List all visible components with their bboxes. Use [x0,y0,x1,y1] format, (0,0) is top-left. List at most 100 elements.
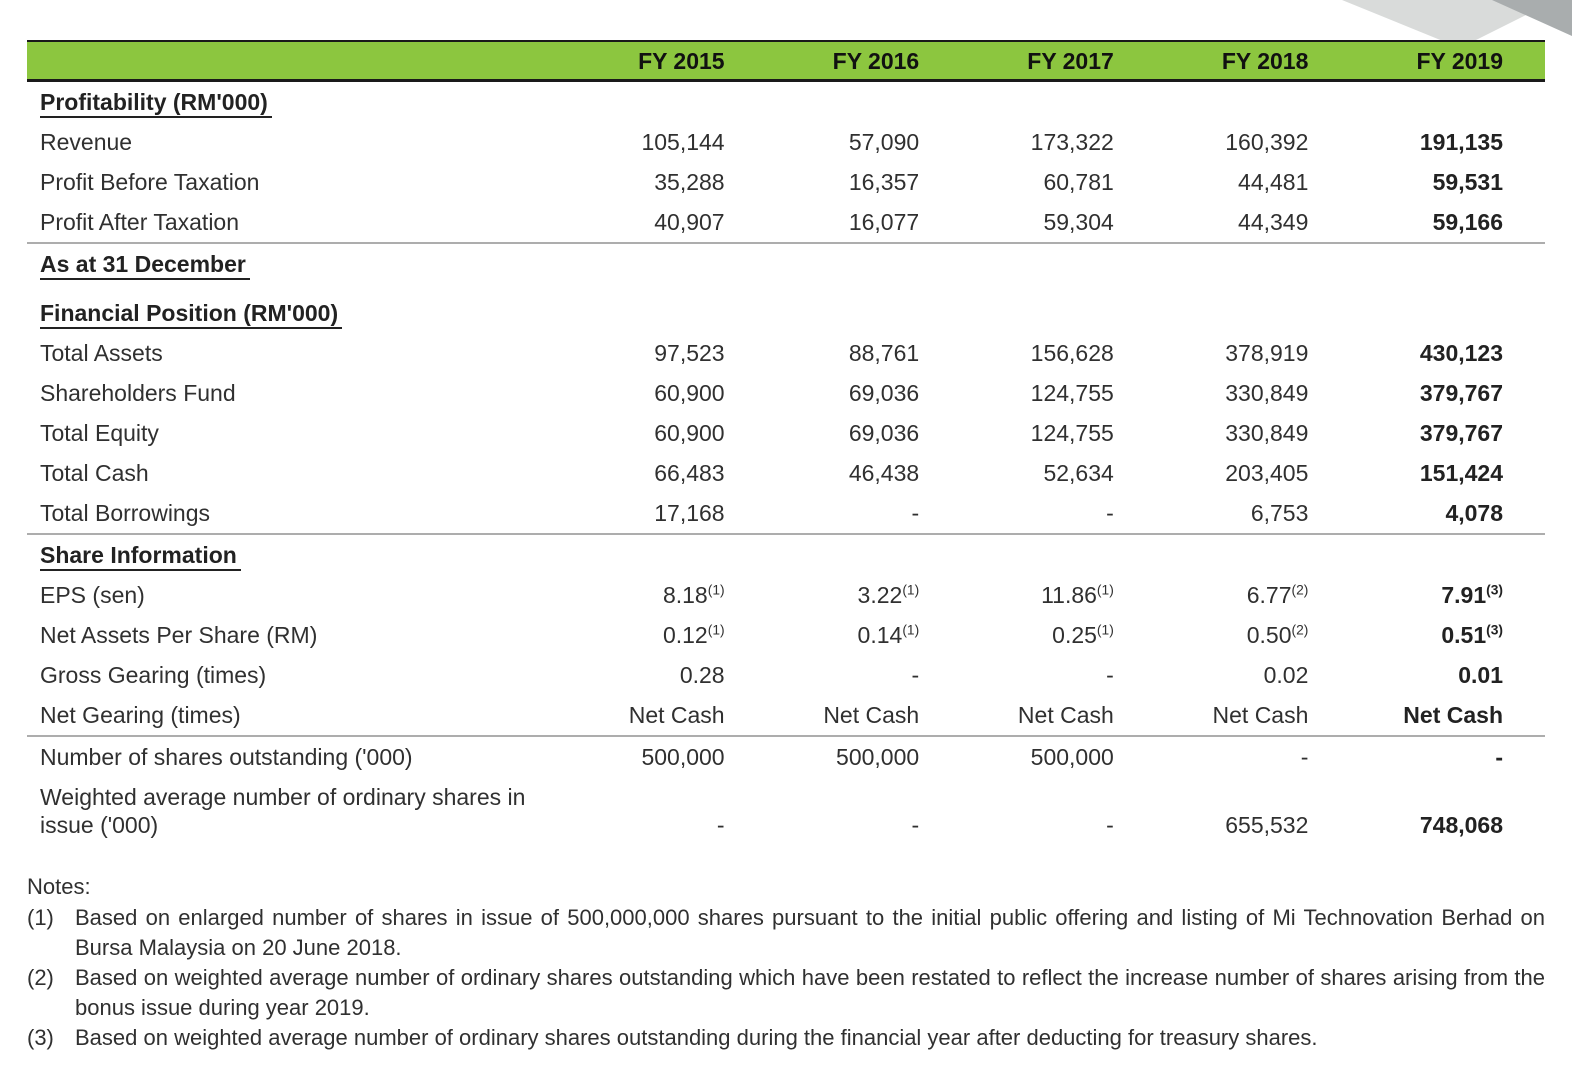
value-cell: 379,767 [1419,380,1503,406]
value-cell: 44,481 [1238,169,1309,195]
value-cell: 6,753 [1250,500,1309,526]
note-item: (2) Based on weighted average number of o… [27,963,1545,1023]
column-header-fy2015: FY 2015 [638,48,725,74]
value-cell: 500,000 [1030,744,1114,770]
table-row: Total Borrowings 17,168 - - 6,753 4,078 [27,493,1545,535]
table-row: Number of shares outstanding ('000) 500,0… [27,737,1545,777]
table-row: Shareholders Fund 60,900 69,036 124,755 330,… [27,373,1545,413]
value-cell: - [1106,500,1114,526]
column-header-empty [27,56,572,68]
value-cell: - [911,500,920,526]
value-cell: 52,634 [1043,460,1114,486]
section-header-row: Profitability (RM'000) [27,82,1545,122]
row-label: Total Equity [40,420,159,446]
value-cell: - [1495,744,1503,770]
section-title: As at 31 December [27,244,1545,284]
value-cell: Net Cash [1212,702,1309,728]
note-text: Based on weighted average number of ordi… [75,965,1545,1020]
table-row: Revenue 105,144 57,090 173,322 160,392 191,13… [27,122,1545,162]
value-cell: 330,849 [1225,380,1309,406]
value-cell: 0.02 [1263,662,1309,688]
table-row: Profit Before Taxation 35,288 16,357 60,781… [27,162,1545,202]
value-cell: 69,036 [848,420,920,446]
row-label: Net Gearing (times) [40,702,241,728]
value-cell: 66,483 [654,460,725,486]
value-cell: 46,438 [848,460,920,486]
value-cell: 97,523 [654,340,725,366]
note-marker: (1) [27,905,54,930]
value-cell: 500,000 [836,744,920,770]
value-cell: 160,392 [1225,129,1309,155]
section-header-row: As at 31 December [27,244,1545,284]
note-text: Based on enlarged number of shares in is… [75,905,1545,960]
table-row: Total Assets 97,523 88,761 156,628 378,919 43… [27,333,1545,373]
value-cell: 3.22(1) [857,582,920,608]
table-header-row: FY 2015 FY 2016 FY 2017 FY 2018 FY 2019 [27,40,1545,82]
row-label: Number of shares outstanding ('000) [40,744,413,770]
value-cell: 59,531 [1432,169,1503,195]
value-cell: 4,078 [1445,500,1503,526]
value-cell: Net Cash [1403,702,1503,728]
table-row: Net Gearing (times) Net Cash Net Cash Net C… [27,695,1545,737]
value-cell: 0.01 [1458,662,1503,688]
value-cell: 0.28 [679,662,725,688]
notes-list: (1) Based on enlarged number of shares in… [27,903,1545,1053]
value-cell: 0.25(1) [1052,622,1114,648]
value-cell: 378,919 [1225,340,1309,366]
table-row: Total Equity 60,900 69,036 124,755 330,849 37… [27,413,1545,453]
value-cell: - [911,662,920,688]
value-cell: - [1106,662,1114,688]
value-cell: 60,781 [1043,169,1114,195]
table-row: Gross Gearing (times) 0.28 - - 0.02 0.01 [27,655,1545,695]
value-cell: 69,036 [848,380,920,406]
value-cell: 40,907 [654,209,725,235]
column-header-fy2018: FY 2018 [1221,48,1309,74]
row-label: Weighted average number of ordinary shar… [40,784,526,838]
value-cell: 16,357 [848,169,920,195]
value-cell: 0.50(2) [1246,622,1309,648]
row-label: Profit Before Taxation [40,169,260,195]
value-cell: 60,900 [654,420,725,446]
section-title: Financial Position (RM'000) [27,293,1545,333]
value-cell: 57,090 [848,129,920,155]
value-cell: 0.14(1) [857,622,920,648]
value-cell: 0.12(1) [662,622,725,648]
value-cell: - [716,812,725,838]
row-label: Gross Gearing (times) [40,662,267,688]
value-cell: 35,288 [654,169,725,195]
column-header-fy2016: FY 2016 [832,48,920,74]
row-label: Total Assets [40,340,163,366]
corner-ribbon-decoration [1342,0,1572,60]
value-cell: Net Cash [1017,702,1114,728]
value-cell: 59,304 [1043,209,1114,235]
note-marker: (3) [27,1025,54,1050]
value-cell: 88,761 [848,340,920,366]
value-cell: 59,166 [1432,209,1503,235]
row-label: Net Assets Per Share (RM) [40,622,318,648]
row-label: EPS (sen) [40,582,145,608]
row-label: Revenue [40,129,133,155]
value-cell: 11.86(1) [1041,582,1114,608]
value-cell: 17,168 [654,500,725,526]
section-header-row: Share Information [27,535,1545,575]
value-cell: 16,077 [848,209,920,235]
value-cell: 330,849 [1225,420,1309,446]
value-cell: 6.77(2) [1246,582,1309,608]
note-marker: (2) [27,965,54,990]
value-cell: 151,424 [1419,460,1503,486]
row-label: Total Borrowings [40,500,211,526]
value-cell: 0.51(3) [1441,622,1503,648]
value-cell: 748,068 [1419,812,1503,838]
value-cell: - [1300,744,1309,770]
value-cell: 500,000 [641,744,725,770]
value-cell: 156,628 [1030,340,1114,366]
value-cell: - [911,812,920,838]
value-cell: 124,755 [1030,420,1114,446]
value-cell: 8.18(1) [662,582,725,608]
section-title: Share Information [27,535,1545,575]
note-text: Based on weighted average number of ordi… [75,1025,1318,1050]
notes-section: Notes: (1) Based on enlarged number of sh… [27,872,1545,1053]
section-title: Profitability (RM'000) [27,82,1545,122]
value-cell: 105,144 [641,129,725,155]
